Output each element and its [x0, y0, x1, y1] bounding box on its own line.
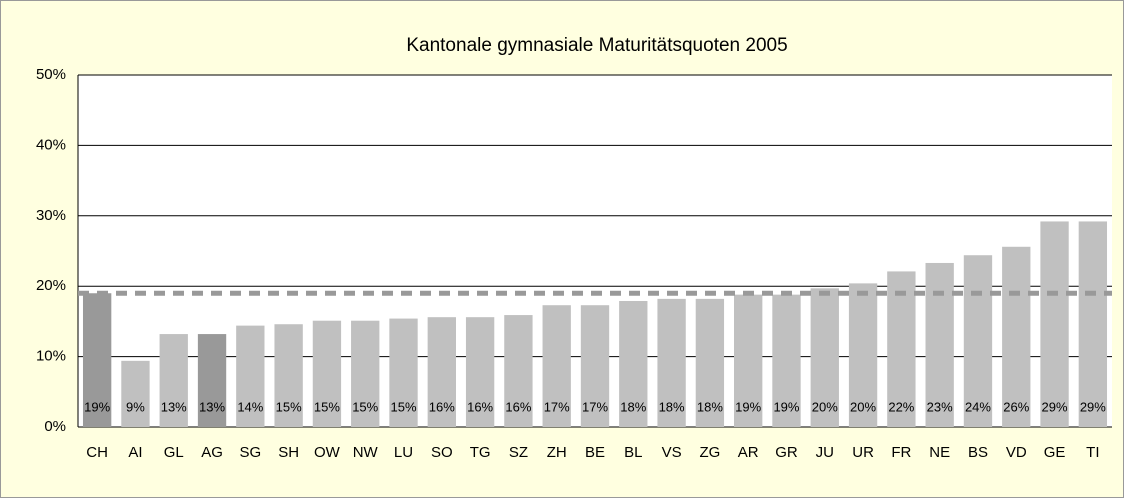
- y-tick-label: 20%: [36, 277, 66, 294]
- x-tick-label: GE: [1044, 444, 1066, 461]
- bar: [810, 288, 839, 427]
- data-label: 23%: [927, 399, 953, 414]
- bar: [82, 293, 112, 427]
- data-label: 29%: [1042, 399, 1068, 414]
- data-label: 18%: [697, 399, 723, 414]
- bar: [695, 298, 725, 427]
- x-tick-label: LU: [394, 444, 413, 461]
- bar: [734, 294, 763, 427]
- bar: [121, 360, 150, 427]
- bar: [504, 315, 533, 427]
- data-label: 17%: [544, 399, 570, 414]
- x-tick-label: VS: [662, 444, 682, 461]
- bar: [619, 300, 648, 427]
- data-label: 15%: [314, 399, 340, 414]
- bar: [580, 305, 610, 427]
- bar: [236, 325, 265, 427]
- x-tick-label: ZG: [699, 444, 720, 461]
- y-tick-label: 40%: [36, 136, 66, 153]
- data-label: 15%: [391, 399, 417, 414]
- x-tick-label: UR: [852, 444, 874, 461]
- bar: [963, 255, 993, 427]
- x-tick-label: SG: [239, 444, 261, 461]
- x-tick-label: JU: [816, 444, 834, 461]
- data-label: 13%: [161, 399, 187, 414]
- x-tick-label: FR: [891, 444, 911, 461]
- data-label: 26%: [1003, 399, 1029, 414]
- bar: [389, 318, 418, 427]
- bar: [1040, 221, 1069, 427]
- data-label: 19%: [84, 399, 110, 414]
- x-tick-label: AG: [201, 444, 223, 461]
- data-label: 9%: [126, 399, 145, 414]
- data-label: 20%: [850, 399, 876, 414]
- data-label: 22%: [888, 399, 914, 414]
- bar: [887, 271, 916, 427]
- x-tick-label: NE: [929, 444, 950, 461]
- bar: [925, 262, 954, 427]
- bar: [657, 298, 686, 427]
- bar: [465, 317, 495, 427]
- data-label: 15%: [352, 399, 378, 414]
- x-tick-label: GR: [775, 444, 798, 461]
- bar: [1078, 221, 1108, 427]
- y-tick-label: 30%: [36, 207, 66, 224]
- x-tick-label: TI: [1086, 444, 1099, 461]
- data-label: 13%: [199, 399, 225, 414]
- y-tick-label: 10%: [36, 348, 66, 365]
- x-tick-label: AR: [738, 444, 759, 461]
- data-label: 19%: [773, 399, 799, 414]
- y-tick-label: 0%: [44, 418, 66, 435]
- x-tick-label: OW: [314, 444, 341, 461]
- x-tick-label: CH: [86, 444, 108, 461]
- data-label: 16%: [429, 399, 455, 414]
- data-label: 15%: [276, 399, 302, 414]
- data-label: 16%: [505, 399, 531, 414]
- bar: [274, 324, 303, 427]
- x-tick-label: SO: [431, 444, 453, 461]
- x-tick-label: NW: [353, 444, 379, 461]
- bar: [159, 334, 188, 427]
- x-tick-label: AI: [128, 444, 142, 461]
- data-label: 20%: [812, 399, 838, 414]
- bar: [312, 320, 342, 427]
- data-label: 24%: [965, 399, 991, 414]
- x-tick-label: BE: [585, 444, 605, 461]
- x-tick-label: GL: [164, 444, 184, 461]
- data-label: 16%: [467, 399, 493, 414]
- data-label: 19%: [735, 399, 761, 414]
- chart-title: Kantonale gymnasiale Maturitätsquoten 20…: [406, 35, 787, 56]
- x-tick-label: ZH: [547, 444, 567, 461]
- bar: [427, 317, 456, 427]
- x-tick-label: VD: [1006, 444, 1027, 461]
- x-tick-label: SH: [278, 444, 299, 461]
- bar: [848, 283, 878, 427]
- bar: [351, 320, 380, 427]
- data-label: 18%: [659, 399, 685, 414]
- x-tick-label: BS: [968, 444, 988, 461]
- data-label: 18%: [620, 399, 646, 414]
- x-tick-label: SZ: [509, 444, 528, 461]
- y-tick-label: 50%: [36, 66, 66, 83]
- bar: [197, 334, 227, 427]
- x-tick-label: BL: [624, 444, 642, 461]
- data-label: 14%: [237, 399, 263, 414]
- data-label: 17%: [582, 399, 608, 414]
- data-label: 29%: [1080, 399, 1106, 414]
- bar: [542, 305, 571, 427]
- bar: [772, 294, 801, 427]
- bar: [1002, 246, 1031, 427]
- x-tick-label: TG: [470, 444, 491, 461]
